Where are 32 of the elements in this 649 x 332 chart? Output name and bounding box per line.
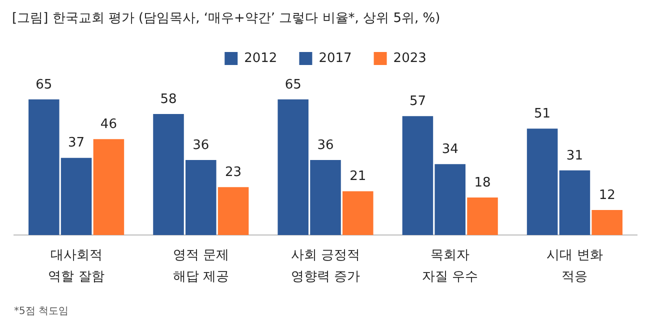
x-tick-label: 영적 문제 해답 제공 (172, 248, 229, 285)
chart-title: [그림] 한국교회 평가 (담임목사, ‘매우+약간’ 그렇다 비율*, 상위 5위, %) (12, 10, 440, 27)
data-label: 46 (100, 116, 117, 132)
data-label: 21 (350, 169, 366, 184)
data-label: 36 (317, 138, 334, 153)
bar (342, 191, 374, 236)
data-label: 37 (68, 136, 85, 151)
x-tick-label: 목회자 자질 우수 (422, 248, 478, 285)
data-label: 57 (409, 94, 426, 109)
data-label: 51 (534, 106, 551, 122)
bar (93, 139, 124, 236)
bar (559, 170, 590, 236)
x-tick-label: 시대 변화 적응 (546, 248, 603, 285)
text: *5점 척도임 (14, 305, 69, 318)
bar (467, 198, 498, 236)
bar (526, 128, 558, 236)
x-tick-label: 대사회적 역할 잘함 (48, 248, 104, 285)
data-label: 36 (192, 138, 210, 153)
data-label: 23 (225, 164, 242, 180)
data-label: 58 (160, 92, 177, 107)
data-label: 31 (566, 148, 583, 164)
data-label: 65 (36, 77, 52, 92)
bar (218, 187, 249, 236)
data-label: 65 (284, 77, 302, 92)
legend-label: 2012 (244, 50, 278, 66)
data-label: 34 (442, 142, 458, 158)
legend-label: 2017 (318, 50, 352, 66)
legend-label: 2023 (393, 50, 426, 66)
x-tick-label: 사회 긍정적 영향력 증가 (290, 248, 360, 285)
data-label: 18 (474, 175, 491, 190)
data-label: 12 (598, 188, 616, 203)
bar (592, 210, 622, 236)
